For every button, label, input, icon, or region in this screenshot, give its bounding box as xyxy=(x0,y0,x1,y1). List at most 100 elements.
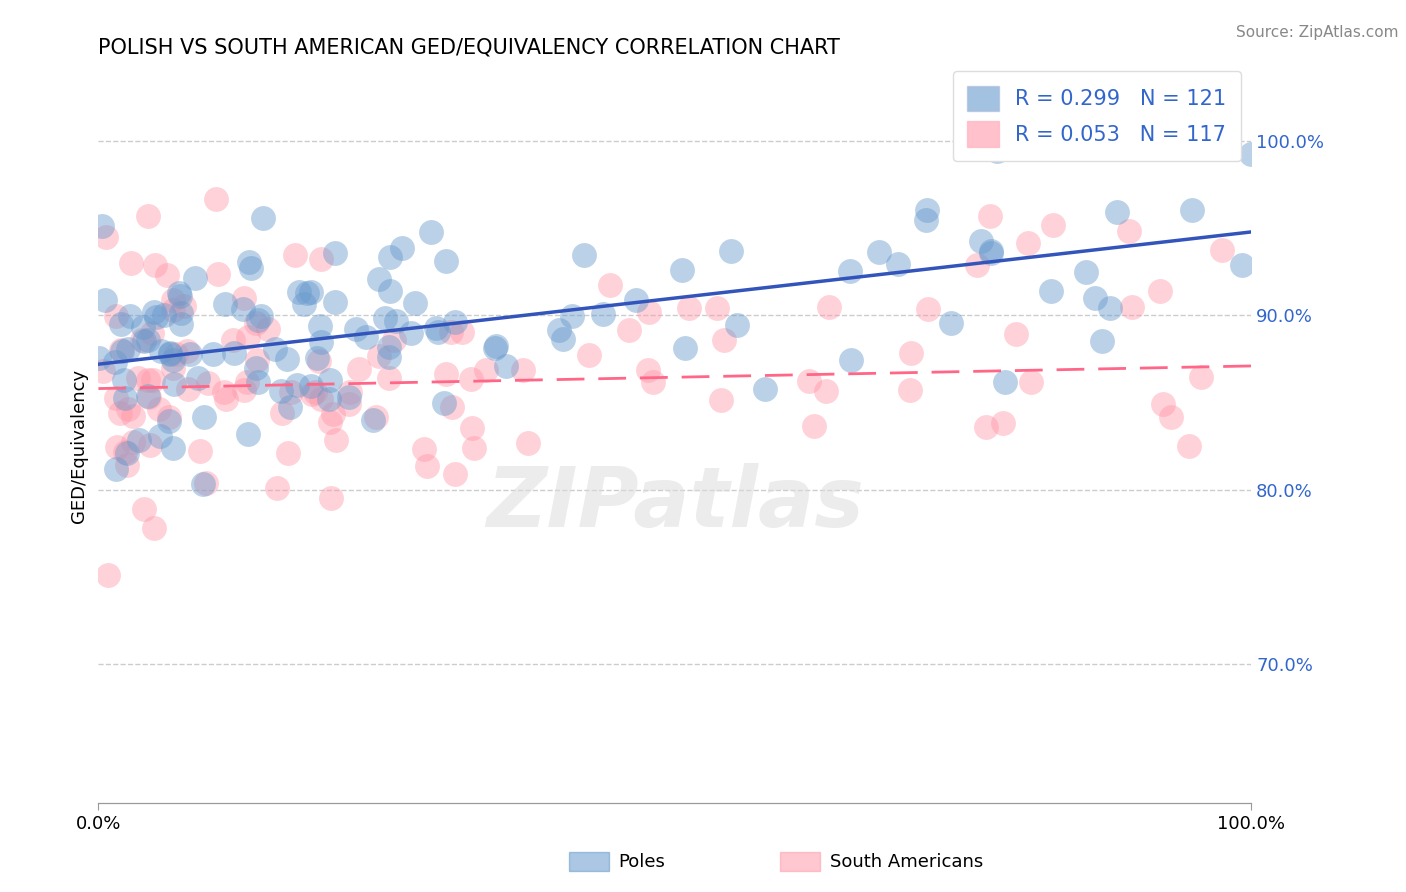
Point xyxy=(412,442,434,456)
Point xyxy=(162,442,184,456)
Point xyxy=(215,392,238,406)
Point xyxy=(803,419,825,434)
Point xyxy=(384,314,406,328)
Point xyxy=(1189,369,1212,384)
Point xyxy=(207,267,229,281)
Point xyxy=(292,297,315,311)
Point xyxy=(162,353,184,368)
Point xyxy=(900,345,922,359)
Point xyxy=(994,375,1017,389)
Point xyxy=(1230,258,1253,272)
Point xyxy=(814,384,837,398)
Point xyxy=(325,433,347,447)
Point xyxy=(136,333,159,347)
Point xyxy=(475,363,498,377)
Point xyxy=(986,145,1008,159)
Point xyxy=(301,386,323,401)
Point xyxy=(132,502,155,516)
Point xyxy=(1160,409,1182,424)
Point xyxy=(252,211,274,225)
Point xyxy=(163,377,186,392)
Point xyxy=(176,344,198,359)
Point xyxy=(420,226,443,240)
Point xyxy=(193,476,215,491)
Point xyxy=(548,323,571,337)
Point xyxy=(141,326,163,340)
Point xyxy=(266,481,288,495)
Point xyxy=(162,293,184,307)
Point xyxy=(440,325,463,339)
Text: Source: ZipAtlas.com: Source: ZipAtlas.com xyxy=(1236,25,1399,40)
Point xyxy=(110,317,132,331)
Point xyxy=(232,302,254,317)
Point xyxy=(1084,291,1107,305)
Point xyxy=(1042,218,1064,232)
Point xyxy=(277,446,299,460)
Point xyxy=(451,325,474,339)
Point xyxy=(114,445,136,459)
Point xyxy=(626,293,648,307)
Point xyxy=(318,392,340,406)
Point xyxy=(561,309,583,323)
Point xyxy=(143,521,166,535)
Point xyxy=(112,373,135,387)
Point xyxy=(425,321,447,335)
Point xyxy=(463,441,485,455)
Point xyxy=(517,436,540,450)
Point xyxy=(145,310,167,324)
Point xyxy=(382,333,405,347)
Point xyxy=(354,330,377,344)
Point xyxy=(1017,235,1039,250)
Point xyxy=(915,202,938,217)
Y-axis label: GED/Equivalency: GED/Equivalency xyxy=(70,369,89,523)
Point xyxy=(136,373,159,387)
Point xyxy=(132,320,155,334)
Point xyxy=(295,285,318,300)
Point xyxy=(1121,300,1143,314)
Point xyxy=(319,491,342,505)
Point xyxy=(90,219,112,234)
Point xyxy=(551,332,574,346)
Point xyxy=(138,438,160,452)
Point xyxy=(245,360,267,375)
Point xyxy=(162,361,184,376)
Point xyxy=(122,435,145,450)
Point xyxy=(115,446,138,460)
Point xyxy=(305,351,328,366)
Point xyxy=(159,346,181,360)
Point xyxy=(433,396,456,410)
Point xyxy=(344,322,367,336)
Point xyxy=(444,315,467,329)
Point xyxy=(108,407,131,421)
Point xyxy=(1181,202,1204,217)
Point xyxy=(797,374,820,388)
Text: POLISH VS SOUTH AMERICAN GED/EQUIVALENCY CORRELATION CHART: POLISH VS SOUTH AMERICAN GED/EQUIVALENCY… xyxy=(98,38,841,58)
Point xyxy=(979,209,1001,223)
Point xyxy=(434,368,457,382)
Point xyxy=(969,235,991,249)
Point xyxy=(966,258,988,272)
Point xyxy=(162,303,184,318)
Point xyxy=(378,371,401,385)
Point xyxy=(179,347,201,361)
Point xyxy=(1005,326,1028,341)
Point xyxy=(138,390,160,404)
Point xyxy=(120,256,142,270)
Point xyxy=(87,351,110,366)
Point xyxy=(434,254,457,268)
Point xyxy=(495,359,517,373)
Point xyxy=(637,363,659,377)
Point xyxy=(941,317,963,331)
Point xyxy=(337,396,360,410)
Point xyxy=(898,383,921,397)
Point xyxy=(347,361,370,376)
Point xyxy=(361,413,384,427)
Point xyxy=(194,476,217,491)
Point xyxy=(378,350,401,364)
Point xyxy=(980,246,1002,260)
Legend: R = 0.299   N = 121, R = 0.053   N = 117: R = 0.299 N = 121, R = 0.053 N = 117 xyxy=(953,71,1241,161)
Point xyxy=(617,323,640,337)
Point xyxy=(1107,205,1129,219)
Point xyxy=(165,347,187,361)
Point xyxy=(183,271,205,285)
